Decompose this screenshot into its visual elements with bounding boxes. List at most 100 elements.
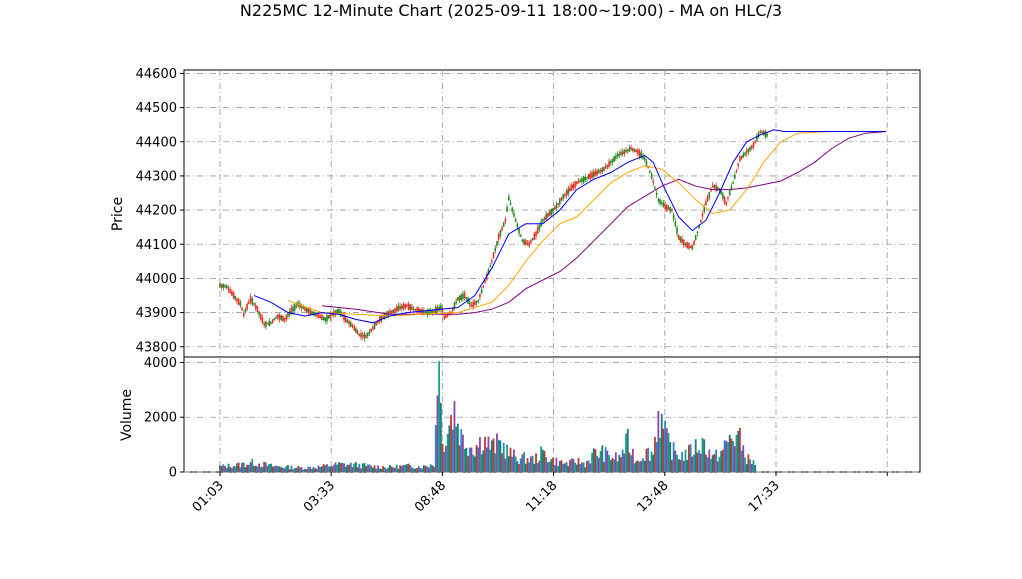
candle-body <box>502 222 505 227</box>
candle-body <box>623 150 626 154</box>
volume-bar <box>271 466 274 472</box>
candle-body <box>601 167 604 173</box>
volume-bar <box>263 461 266 472</box>
candle-body <box>569 187 571 192</box>
candle-body <box>462 293 464 299</box>
volume-bar <box>689 444 692 472</box>
candle-body <box>266 322 269 325</box>
candle-body <box>487 268 490 275</box>
volume-bar <box>356 467 359 472</box>
volume-bar <box>339 463 342 472</box>
candle-body <box>671 208 673 212</box>
candle-body <box>739 156 741 162</box>
volume-bar <box>424 465 427 472</box>
volume-bar <box>563 463 566 472</box>
volume-bar <box>298 467 301 472</box>
volume-bar <box>451 429 454 472</box>
volume-bar <box>623 453 626 472</box>
candle-body <box>604 166 607 169</box>
candle-body <box>598 169 600 174</box>
volume-bar <box>290 465 293 472</box>
candle-body <box>302 306 305 309</box>
candle-body <box>295 304 298 307</box>
volume-bar <box>394 467 396 472</box>
x-axis-ticks: 01:03 03:33 08:48 11:18 13:48 17:33 <box>190 472 888 515</box>
volume-bar <box>562 463 565 472</box>
candle-body <box>686 242 689 248</box>
price-y-ticks: 43800 43900 44000 44100 44200 44300 44400 44500… <box>136 67 184 355</box>
volume-bar <box>614 452 617 472</box>
candle-body <box>754 140 756 143</box>
volume-bar <box>229 467 232 472</box>
volume-bar <box>749 459 751 472</box>
candle-body <box>688 243 690 249</box>
candle-body <box>411 306 413 310</box>
volume-bar <box>244 467 247 472</box>
candle-body <box>528 242 531 247</box>
volume-bar <box>569 459 571 472</box>
volume-bar <box>740 450 743 472</box>
candle-body <box>587 174 590 180</box>
volume-y-tick-label: 2000 <box>144 411 177 426</box>
candle-body <box>412 308 415 310</box>
candle-body <box>717 187 719 191</box>
candle-body <box>596 170 598 175</box>
volume-bar <box>671 459 673 472</box>
candle-body <box>431 310 434 313</box>
volume-bar <box>575 464 578 472</box>
volume-bar <box>487 436 490 472</box>
volume-bar <box>686 460 689 472</box>
candle-body <box>737 163 739 167</box>
price-candles <box>219 129 768 342</box>
volume-bar <box>422 465 425 472</box>
candle-body <box>536 227 539 234</box>
candle-body <box>445 315 447 318</box>
candle-body <box>681 238 683 243</box>
volume-bar <box>417 466 420 472</box>
volume-bar <box>742 445 745 472</box>
candle-body <box>360 332 362 338</box>
candle-body <box>635 150 638 153</box>
volume-bar <box>428 467 430 472</box>
candle-body <box>231 291 233 296</box>
candle-body <box>508 196 510 201</box>
volume-bar <box>565 462 568 472</box>
volume-bar <box>234 466 237 472</box>
volume-bar <box>640 460 643 472</box>
candle-body <box>740 155 743 159</box>
candle-body <box>400 305 403 309</box>
volume-bar <box>341 462 344 472</box>
candle-body <box>440 304 442 310</box>
candle-body <box>317 313 320 319</box>
volume-bar <box>655 442 658 472</box>
volume-bar <box>463 448 466 472</box>
volume-bar <box>351 467 354 472</box>
volume-bar <box>426 466 429 472</box>
candle-body <box>722 194 724 199</box>
volume-bar <box>728 434 731 472</box>
volume-bar <box>247 464 250 472</box>
candle-body <box>643 157 646 161</box>
volume-bar <box>674 450 677 472</box>
candle-body <box>241 307 243 311</box>
candle-body <box>609 161 612 164</box>
volume-bar <box>494 453 497 472</box>
candle-body <box>329 313 332 318</box>
volume-bar <box>253 465 255 472</box>
candle-body <box>735 169 738 172</box>
volume-bar <box>650 451 653 472</box>
candle-body <box>336 309 339 314</box>
candle-body <box>465 297 468 299</box>
volume-bar <box>280 467 283 472</box>
volume-bar <box>361 463 364 472</box>
volume-bar <box>518 463 520 472</box>
volume-bar <box>404 464 407 472</box>
price-y-tick-label: 43900 <box>136 306 177 321</box>
candle-body <box>494 247 497 252</box>
candle-body <box>225 285 228 289</box>
volume-bar <box>258 463 260 472</box>
volume-bar <box>256 466 259 472</box>
volume-bar <box>429 464 432 472</box>
volume-bar <box>285 466 288 472</box>
x-tick-label: 03:33 <box>301 478 338 515</box>
